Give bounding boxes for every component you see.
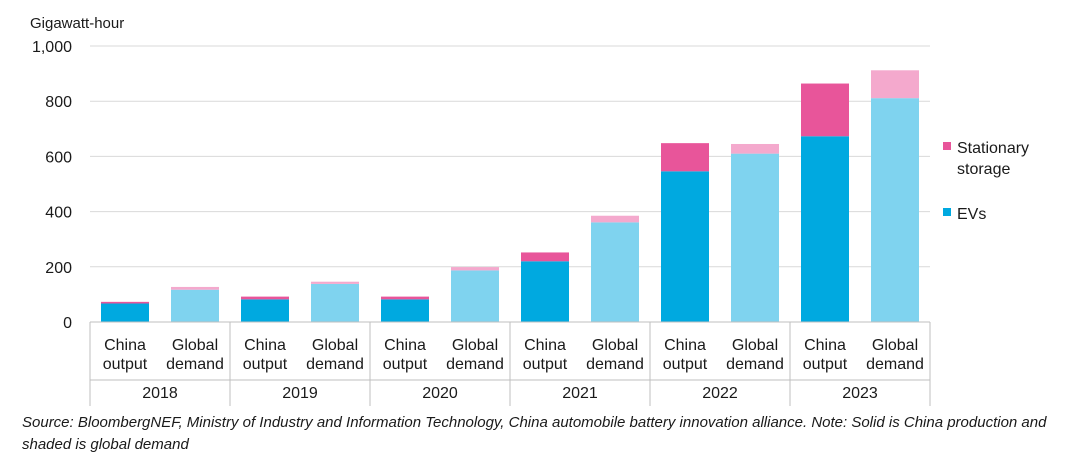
category-label: output: [663, 356, 708, 373]
legend-swatch: [943, 208, 951, 216]
bar-evs-global-demand-2021: [591, 222, 639, 322]
bar-storage-china-output-2021: [521, 252, 569, 262]
category-label: Global: [872, 337, 918, 354]
bar-evs-china-output-2018: [101, 303, 149, 322]
chart: Gigawatt-hour 0 200 400 600 800 1,000 China ou…: [30, 15, 1029, 406]
category-label: demand: [866, 356, 924, 373]
bar-evs-global-demand-2019: [311, 283, 359, 322]
x-axis: China output Global demand 2018 China output Gl…: [89, 321, 931, 406]
category-label: output: [383, 356, 428, 373]
y-tick-label: 1,000: [32, 39, 72, 56]
bar-evs-china-output-2023: [801, 136, 849, 322]
bar-storage-global-demand-2020: [451, 267, 499, 271]
bar-storage-global-demand-2023: [871, 70, 919, 99]
y-tick-label: 600: [45, 149, 72, 166]
category-label: Global: [312, 337, 358, 354]
bar-evs-global-demand-2018: [171, 289, 219, 322]
bar-storage-china-output-2022: [661, 143, 709, 172]
category-label: China: [104, 337, 146, 354]
category-label: China: [384, 337, 426, 354]
category-label: demand: [726, 356, 784, 373]
category-label: demand: [166, 356, 224, 373]
bar-storage-china-output-2018: [101, 301, 149, 304]
category-label: demand: [586, 356, 644, 373]
bar-evs-global-demand-2023: [871, 98, 919, 322]
bar-storage-global-demand-2019: [311, 281, 359, 284]
category-label: output: [523, 356, 568, 373]
y-tick-labels: 0 200 400 600 800 1,000: [32, 39, 72, 332]
category-label: China: [244, 337, 286, 354]
category-label: Global: [172, 337, 218, 354]
y-tick-label: 200: [45, 260, 72, 277]
category-label: Global: [452, 337, 498, 354]
category-label: Global: [732, 337, 778, 354]
category-label: demand: [306, 356, 364, 373]
y-tick-label: 800: [45, 94, 72, 111]
y-tick-label: 0: [63, 315, 72, 332]
bar-evs-china-output-2022: [661, 171, 709, 322]
bar-evs-global-demand-2022: [731, 153, 779, 322]
legend-label: Stationary: [957, 140, 1029, 157]
year-label: 2019: [282, 385, 318, 402]
source-note: Source: BloombergNEF, Ministry of Indust…: [22, 414, 1047, 453]
bar-storage-global-demand-2021: [591, 215, 639, 223]
category-label: China: [664, 337, 706, 354]
legend: Stationary storage EVs: [943, 140, 1029, 223]
year-label: 2023: [842, 385, 878, 402]
bar-storage-china-output-2023: [801, 83, 849, 137]
bar-evs-china-output-2021: [521, 261, 569, 322]
legend-label: EVs: [957, 206, 986, 223]
bar-evs-china-output-2020: [381, 299, 429, 322]
y-axis-label: Gigawatt-hour: [30, 15, 124, 32]
legend-label: storage: [957, 161, 1010, 178]
category-label: demand: [446, 356, 504, 373]
bar-storage-global-demand-2022: [731, 143, 779, 154]
category-label: China: [804, 337, 846, 354]
year-label: 2021: [562, 385, 598, 402]
bar-evs-china-output-2019: [241, 299, 289, 322]
legend-swatch: [943, 142, 951, 150]
year-label: 2018: [142, 385, 178, 402]
category-label: Global: [592, 337, 638, 354]
category-label: output: [103, 356, 148, 373]
bar-evs-global-demand-2020: [451, 270, 499, 322]
category-label: output: [243, 356, 288, 373]
bars: [101, 70, 919, 322]
category-label: output: [803, 356, 848, 373]
y-tick-label: 400: [45, 205, 72, 222]
bar-storage-china-output-2019: [241, 296, 289, 300]
gridlines: [90, 45, 930, 268]
year-label: 2022: [702, 385, 738, 402]
category-label: China: [524, 337, 566, 354]
year-label: 2020: [422, 385, 458, 402]
bar-storage-china-output-2020: [381, 296, 429, 300]
bar-storage-global-demand-2018: [171, 286, 219, 290]
